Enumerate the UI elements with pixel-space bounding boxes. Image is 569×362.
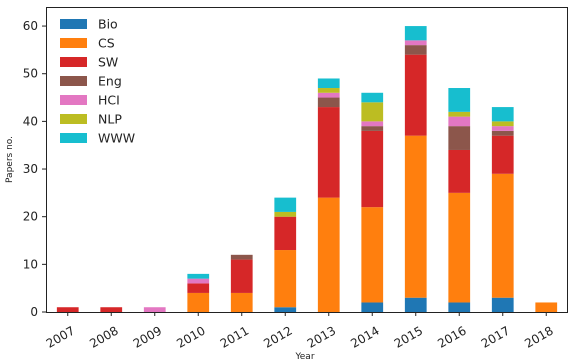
y-axis-ticks: 0 10 20 30 40 50 60 bbox=[23, 19, 46, 319]
bar-eng-2016 bbox=[448, 126, 471, 150]
bar-hci-2016 bbox=[448, 116, 471, 127]
bar-hci-2009 bbox=[143, 307, 166, 312]
bar-bio-2012 bbox=[274, 307, 297, 312]
x-tick-label: 2007 bbox=[44, 323, 77, 350]
bar-cs-2014 bbox=[361, 207, 384, 303]
y-tick-label: 20 bbox=[23, 210, 38, 224]
legend-swatch-nlp bbox=[60, 114, 87, 124]
x-axis-ticks: 2007 2008 2009 2010 2011 2012 2013 2014 2015 2016… bbox=[44, 312, 556, 351]
bar-hci-2010 bbox=[187, 278, 210, 284]
legend-label-cs: CS bbox=[98, 36, 115, 51]
bar-nlp-2016 bbox=[448, 111, 471, 117]
x-tick-label: 2010 bbox=[174, 323, 207, 350]
bar-sw-2011 bbox=[230, 259, 253, 293]
bar-eng-2011 bbox=[230, 254, 253, 260]
bar-eng-2015 bbox=[404, 45, 427, 55]
bar-cs-2015 bbox=[404, 135, 427, 298]
y-tick-label: 30 bbox=[23, 162, 38, 176]
bar-www-2017 bbox=[491, 107, 514, 122]
bar-www-2012 bbox=[274, 197, 297, 212]
legend-label-eng: Eng bbox=[98, 74, 122, 89]
bar-cs-2012 bbox=[274, 250, 297, 308]
legend-label-nlp: NLP bbox=[98, 112, 122, 127]
y-tick-label: 50 bbox=[23, 67, 38, 81]
y-tick-label: 10 bbox=[23, 257, 38, 271]
x-tick-label: 2012 bbox=[261, 323, 294, 350]
legend-swatch-sw bbox=[60, 57, 87, 67]
bar-sw-2017 bbox=[491, 135, 514, 174]
y-axis-label: Papers no. bbox=[5, 136, 15, 183]
bar-cs-2018 bbox=[535, 302, 558, 312]
bar-eng-2013 bbox=[317, 97, 340, 108]
bar-bio-2017 bbox=[491, 297, 514, 312]
bar-sw-2015 bbox=[404, 54, 427, 136]
bar-sw-2010 bbox=[187, 283, 210, 293]
legend-label-sw: SW bbox=[98, 55, 118, 70]
bar-bio-2014 bbox=[361, 302, 384, 312]
bar-nlp-2012 bbox=[274, 211, 297, 217]
x-tick-label: 2017 bbox=[479, 323, 512, 350]
x-tick-label: 2016 bbox=[435, 323, 468, 350]
bar-hci-2017 bbox=[491, 126, 514, 131]
bar-sw-2007 bbox=[56, 307, 79, 312]
x-tick-label: 2011 bbox=[218, 323, 251, 350]
bar-cs-2013 bbox=[317, 197, 340, 312]
bar-bio-2016 bbox=[448, 302, 471, 312]
bar-www-2014 bbox=[361, 92, 384, 103]
bar-bio-2015 bbox=[404, 297, 427, 312]
bar-www-2015 bbox=[404, 26, 427, 41]
bar-hci-2014 bbox=[361, 121, 384, 127]
x-tick-label: 2014 bbox=[348, 323, 381, 350]
bar-sw-2008 bbox=[100, 307, 123, 312]
bar-sw-2014 bbox=[361, 130, 384, 208]
plot-frame bbox=[46, 7, 568, 313]
bar-cs-2016 bbox=[448, 192, 471, 303]
y-tick-label: 60 bbox=[23, 19, 38, 33]
bar-sw-2013 bbox=[317, 107, 340, 198]
bar-sw-2012 bbox=[274, 216, 297, 251]
bars-group bbox=[56, 26, 558, 312]
legend-swatch-www bbox=[60, 133, 87, 143]
bar-eng-2014 bbox=[361, 126, 384, 131]
x-tick-label: 2009 bbox=[131, 323, 164, 350]
bar-eng-2017 bbox=[491, 130, 514, 136]
legend-swatch-hci bbox=[60, 95, 87, 105]
legend-label-hci: HCI bbox=[98, 93, 120, 108]
bar-www-2013 bbox=[317, 78, 340, 89]
y-tick-label: 0 bbox=[30, 305, 38, 319]
bar-sw-2016 bbox=[448, 149, 471, 193]
bar-cs-2011 bbox=[230, 292, 253, 312]
legend-swatch-eng bbox=[60, 76, 87, 86]
legend-label-bio: Bio bbox=[98, 17, 118, 32]
bar-cs-2017 bbox=[491, 173, 514, 298]
legend-label-www: WWW bbox=[98, 131, 135, 146]
legend-swatch-bio bbox=[60, 19, 87, 29]
bar-www-2010 bbox=[187, 273, 210, 279]
bar-nlp-2017 bbox=[491, 121, 514, 127]
x-tick-label: 2015 bbox=[392, 323, 425, 350]
bar-www-2016 bbox=[448, 88, 471, 112]
bar-nlp-2014 bbox=[361, 102, 384, 122]
x-tick-label: 2018 bbox=[522, 323, 555, 350]
bar-hci-2015 bbox=[404, 40, 427, 46]
y-tick-label: 40 bbox=[23, 114, 38, 128]
x-tick-label: 2008 bbox=[87, 323, 120, 350]
bar-cs-2010 bbox=[187, 292, 210, 312]
x-tick-label: 2013 bbox=[305, 323, 338, 350]
x-axis-label: Year bbox=[294, 352, 314, 362]
bar-hci-2013 bbox=[317, 92, 340, 98]
bar-nlp-2013 bbox=[317, 88, 340, 93]
legend: Bio CS SW Eng HCI NLP WWW bbox=[60, 17, 135, 146]
legend-swatch-cs bbox=[60, 38, 87, 48]
